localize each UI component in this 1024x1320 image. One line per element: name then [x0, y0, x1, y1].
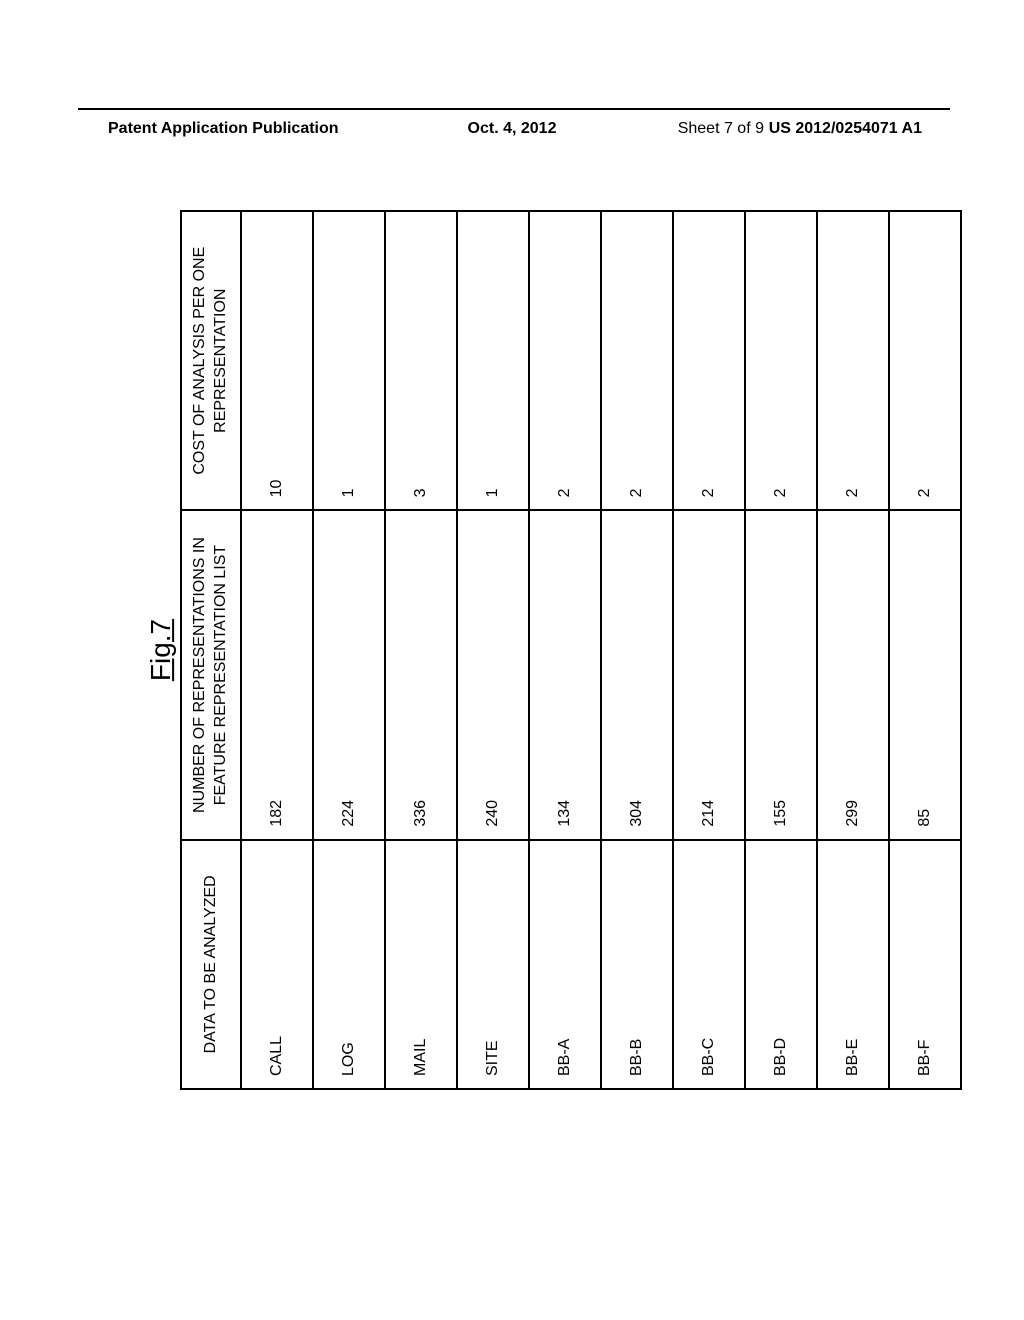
cell-number: 336	[385, 510, 457, 839]
cell-number: 214	[673, 510, 745, 839]
cell-cost: 2	[673, 211, 745, 510]
cell-cost: 2	[601, 211, 673, 510]
cell-cost: 1	[457, 211, 529, 510]
figure-label: Fig.7	[145, 619, 177, 681]
header-sheet: Sheet 7 of 9	[678, 120, 764, 138]
cell-number: 155	[745, 510, 817, 839]
data-table: DATA TO BE ANALYZED NUMBER OF REPRESENTA…	[180, 210, 962, 1090]
cell-data: BB-A	[529, 840, 601, 1089]
table-row: BB-A 134 2	[529, 211, 601, 1089]
table-row: LOG 224 1	[313, 211, 385, 1089]
table-row: SITE 240 1	[457, 211, 529, 1089]
cell-data: MAIL	[385, 840, 457, 1089]
cell-data: BB-C	[673, 840, 745, 1089]
figure-container: Fig.7 DATA TO BE ANALYZED NUMBER OF REPR…	[180, 210, 840, 1090]
cell-number: 304	[601, 510, 673, 839]
header-divider	[78, 108, 950, 110]
cell-data: BB-E	[817, 840, 889, 1089]
cell-data: BB-D	[745, 840, 817, 1089]
cell-data: BB-B	[601, 840, 673, 1089]
table-row: BB-C 214 2	[673, 211, 745, 1089]
cell-data: LOG	[313, 840, 385, 1089]
cell-cost: 10	[241, 211, 313, 510]
table-row: BB-F 85 2	[889, 211, 961, 1089]
cell-data: CALL	[241, 840, 313, 1089]
header-patent-number: US 2012/0254071 A1	[769, 120, 922, 138]
column-header-cost: COST OF ANALYSIS PER ONE REPRESENTATION	[181, 211, 241, 510]
cell-cost: 3	[385, 211, 457, 510]
cell-cost: 2	[889, 211, 961, 510]
header-publication: Patent Application Publication	[108, 120, 339, 138]
table-header-row: DATA TO BE ANALYZED NUMBER OF REPRESENTA…	[181, 211, 241, 1089]
cell-cost: 1	[313, 211, 385, 510]
cell-number: 224	[313, 510, 385, 839]
cell-number: 299	[817, 510, 889, 839]
cell-number: 85	[889, 510, 961, 839]
header-date: Oct. 4, 2012	[468, 120, 557, 138]
cell-cost: 2	[745, 211, 817, 510]
table-row: CALL 182 10	[241, 211, 313, 1089]
table-row: BB-D 155 2	[745, 211, 817, 1089]
cell-number: 182	[241, 510, 313, 839]
cell-cost: 2	[529, 211, 601, 510]
cell-number: 240	[457, 510, 529, 839]
rotated-table-wrapper: DATA TO BE ANALYZED NUMBER OF REPRESENTA…	[180, 210, 962, 1090]
column-header-number: NUMBER OF REPRESENTATIONS IN FEATURE REP…	[181, 510, 241, 839]
cell-number: 134	[529, 510, 601, 839]
cell-data: SITE	[457, 840, 529, 1089]
cell-data: BB-F	[889, 840, 961, 1089]
table-row: MAIL 336 3	[385, 211, 457, 1089]
table-row: BB-B 304 2	[601, 211, 673, 1089]
table-row: BB-E 299 2	[817, 211, 889, 1089]
column-header-data: DATA TO BE ANALYZED	[181, 840, 241, 1089]
cell-cost: 2	[817, 211, 889, 510]
